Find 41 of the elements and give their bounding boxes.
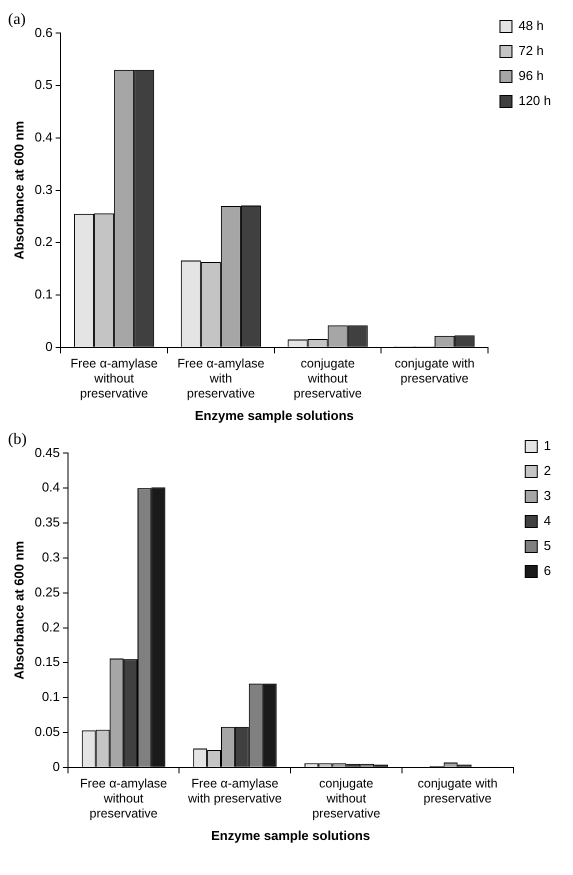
y-tick-label: 0.5 xyxy=(34,77,53,92)
y-tick-label: 0.1 xyxy=(42,689,60,704)
y-tick-label: 0.45 xyxy=(34,444,60,460)
x-tick-label: conjugate with preservative xyxy=(394,356,475,386)
y-axis-title: Absorbance at 600 nm xyxy=(11,120,26,260)
legend-label: 1 xyxy=(544,438,552,454)
y-tick-label: 0.2 xyxy=(34,234,53,250)
x-tick-label: conjugate without preservative xyxy=(312,776,380,820)
legend-label: 4 xyxy=(544,513,552,528)
x-axis-title: Enzyme sample solutions xyxy=(211,828,370,843)
y-axis-title: Absorbance at 600 nm xyxy=(11,540,26,680)
chart-title: (b) xyxy=(8,430,27,448)
x-tick-label: conjugate with preservative xyxy=(418,776,498,806)
legend-label: 120 h xyxy=(518,93,552,108)
x-tick-label: Free α-amylase without preservative xyxy=(80,776,168,820)
legend-label: 96 h xyxy=(518,68,544,84)
y-tick-label: 0.1 xyxy=(34,286,53,302)
y-tick-label: 0.4 xyxy=(34,130,53,145)
x-tick-label: Free α-amylase with preservative xyxy=(187,776,282,806)
y-tick-label: 0.3 xyxy=(34,182,53,197)
y-tick-label: 0.2 xyxy=(42,619,60,634)
x-tick-label: Free α-amylase with preservative xyxy=(177,356,265,400)
legend-label: 3 xyxy=(544,488,552,504)
y-tick-label: 0.35 xyxy=(34,514,60,530)
y-tick-label: 0.6 xyxy=(34,24,53,40)
y-tick-label: 0.05 xyxy=(34,724,60,740)
y-tick-label: 0 xyxy=(45,338,53,354)
x-axis-title: Enzyme sample solutions xyxy=(194,408,354,423)
legend-label: 6 xyxy=(544,563,552,578)
legend-label: 48 h xyxy=(518,18,544,34)
y-tick-label: 0.15 xyxy=(34,654,60,670)
y-tick-label: 0 xyxy=(52,758,60,774)
chart-title: (a) xyxy=(8,10,26,28)
legend-label: 5 xyxy=(544,538,552,554)
legend-label: 72 h xyxy=(518,43,544,58)
y-tick-label: 0.4 xyxy=(42,480,60,495)
y-tick-label: 0.25 xyxy=(34,584,60,600)
y-tick-label: 0.3 xyxy=(42,550,60,565)
legend-label: 2 xyxy=(544,463,552,478)
x-tick-label: conjugate without preservative xyxy=(294,356,362,400)
x-tick-label: Free α-amylase without preservative xyxy=(70,356,158,400)
